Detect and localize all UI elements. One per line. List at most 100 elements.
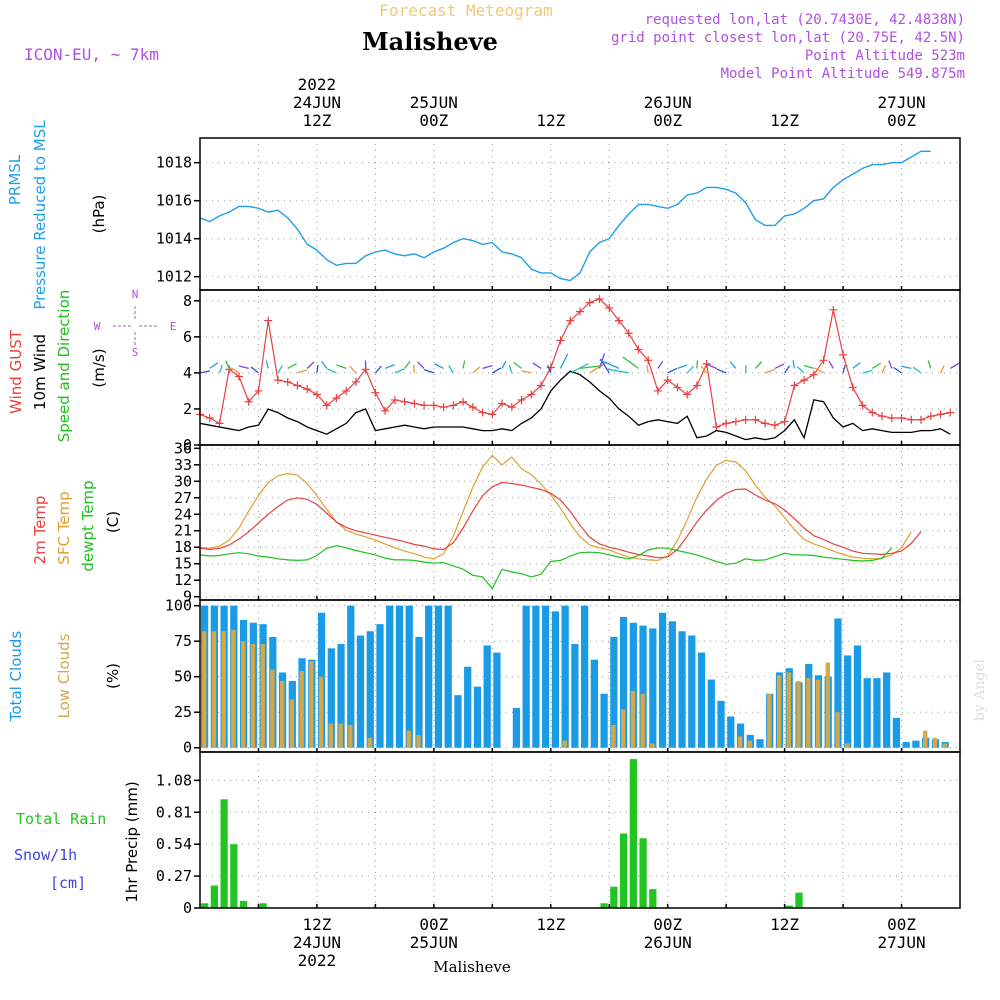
- rain-bar: [210, 885, 218, 908]
- total-cloud-bar: [444, 605, 452, 748]
- gust-marker: [644, 356, 653, 365]
- y-tick-label: 9: [183, 588, 192, 606]
- pressure-unit: (hPa): [90, 195, 108, 234]
- wind-direction-arrow: [491, 367, 502, 374]
- gust-marker: [273, 376, 282, 385]
- snow-unit: [cm]: [50, 874, 86, 892]
- total-cloud-bar: [853, 645, 862, 748]
- panel-frame-pressure: [199, 137, 961, 291]
- wind-direction-arrow: [862, 369, 873, 374]
- gust-marker: [517, 395, 526, 404]
- low-cloud-bar: [815, 679, 821, 748]
- wind-direction-arrow: [949, 362, 960, 369]
- model-name: ICON-EU, ~ 7km: [24, 45, 159, 64]
- y-tick-label: 0: [183, 739, 192, 757]
- gust-marker: [381, 406, 390, 415]
- gust-marker: [585, 298, 594, 307]
- wind-direction-arrow: [764, 368, 776, 374]
- total-cloud-bar: [483, 645, 491, 748]
- total-cloud-bar: [639, 625, 647, 748]
- gust-marker: [887, 413, 896, 422]
- total-cloud-bar: [327, 648, 335, 748]
- y-tick-label: 1012: [156, 268, 192, 286]
- total-cloud-bar: [619, 617, 628, 748]
- total-cloud-bar: [902, 742, 910, 748]
- gust-marker: [507, 403, 516, 412]
- bottom-time-label: 27JUN: [877, 933, 925, 952]
- wind-direction-arrow: [871, 362, 882, 369]
- total-cloud-bar: [376, 624, 384, 748]
- sfc-temp-label: SFC Temp: [55, 491, 73, 564]
- credit-watermark: by Angel: [972, 658, 988, 721]
- total-cloud-bar: [347, 605, 355, 748]
- low-cloud-bar: [776, 675, 782, 748]
- total-cloud-bar: [542, 605, 550, 748]
- gust-marker: [312, 390, 321, 399]
- y-tick-label: 18: [174, 538, 192, 556]
- wind-direction-arrow: [218, 364, 223, 374]
- low-cloud-bar: [835, 712, 840, 748]
- low-cloud-bar: [942, 743, 947, 748]
- gust-marker: [410, 399, 419, 408]
- y-tick-label: 0: [183, 436, 192, 454]
- wind-direction-arrow: [569, 362, 589, 374]
- y-tick-label: 0.81: [156, 803, 192, 821]
- wind-direction-arrow: [225, 360, 230, 369]
- total-cloud-bar: [581, 605, 589, 748]
- top-time-label: 26JUN: [644, 93, 692, 112]
- wind-direction-arrow: [250, 366, 259, 374]
- gust-marker: [439, 403, 448, 412]
- low-cloud-bar: [747, 740, 753, 748]
- total-cloud-bar: [707, 679, 715, 748]
- wind-direction-arrow: [881, 365, 887, 374]
- y-tick-label: 15: [174, 555, 192, 573]
- wind-direction-arrow: [677, 364, 688, 370]
- top-time-label: 00Z: [887, 111, 916, 130]
- gust-marker: [761, 419, 770, 428]
- gust-marker: [926, 412, 935, 421]
- bottom-time-label: 00Z: [419, 915, 448, 934]
- y-tick-label: 0.54: [156, 835, 192, 853]
- gust-marker: [303, 385, 312, 394]
- y-tick-label: 6: [183, 328, 192, 346]
- wind-direction-arrow: [814, 367, 824, 374]
- wind-gust-label: Wind GUST: [7, 329, 25, 414]
- point-altitude: Point Altitude 523m: [805, 48, 965, 64]
- temp2m-label: 2m Temp: [31, 496, 49, 565]
- low-cloud-bar: [270, 669, 275, 748]
- low-cloud-bar: [328, 723, 334, 748]
- gust-marker: [556, 336, 565, 345]
- wind-direction-arrow: [716, 368, 727, 374]
- total-rain-label: Total Rain: [16, 810, 106, 828]
- y-tick-label: 50: [174, 668, 192, 686]
- y-tick-label: 0.27: [156, 867, 192, 885]
- gust-marker: [254, 386, 263, 395]
- gust-marker: [741, 415, 750, 424]
- gust-marker: [809, 370, 818, 379]
- wind-direction-arrow: [893, 366, 902, 374]
- wind-direction-arrow: [287, 363, 297, 369]
- gust-marker: [722, 419, 731, 428]
- wind-direction-arrow: [842, 364, 846, 374]
- wind-direction-arrow: [306, 361, 315, 369]
- wind-direction-arrow: [508, 364, 513, 374]
- bottom-time-label: 25JUN: [410, 933, 458, 952]
- gust-marker: [459, 397, 468, 406]
- total-cloud-bar: [356, 635, 365, 748]
- top-time-label: 12Z: [770, 111, 799, 130]
- y-tick-label: 1.08: [156, 771, 192, 789]
- wind-direction-arrow: [413, 364, 416, 373]
- y-tick-label: 36: [174, 439, 192, 457]
- footer-location: Malisheve: [433, 958, 511, 976]
- gust-marker: [488, 410, 497, 419]
- wind-direction-arrow: [784, 365, 791, 374]
- total-cloud-bar: [532, 605, 540, 748]
- wind-direction-arrow: [729, 361, 737, 369]
- precip-unit: 1hr Precip (mm): [123, 781, 141, 902]
- low-cloud-bar: [231, 629, 236, 748]
- gust-marker: [770, 421, 779, 430]
- y-tick-label: 27: [174, 489, 192, 507]
- gust-marker: [234, 372, 243, 381]
- gust-marker: [332, 394, 341, 403]
- wind-direction-arrow: [657, 360, 664, 369]
